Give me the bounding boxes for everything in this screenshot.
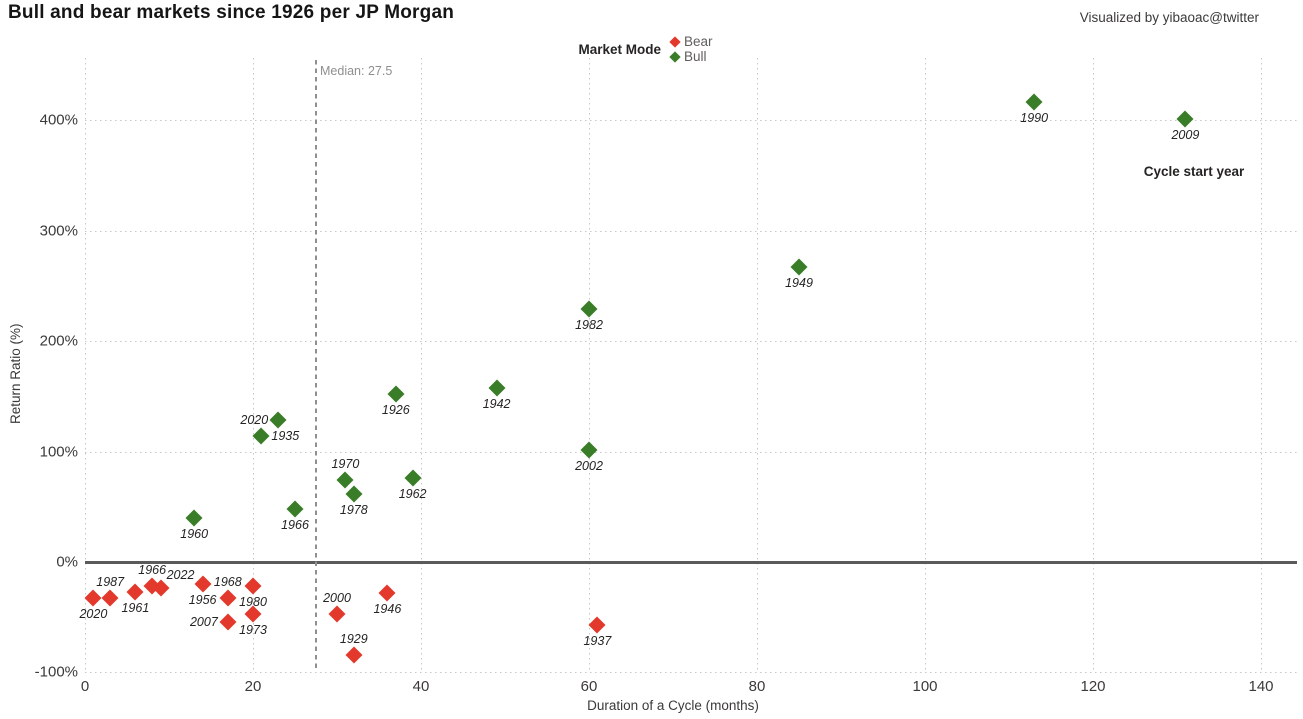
gridline-y-300 bbox=[85, 230, 1297, 232]
point-year-label-bear-2007: 2007 bbox=[189, 614, 218, 629]
data-point-bull-1978[interactable] bbox=[345, 485, 363, 503]
point-year-label-bear-1929: 1929 bbox=[339, 631, 368, 646]
x-tick-label-100: 100 bbox=[912, 678, 938, 695]
point-year-label-bull-1962: 1962 bbox=[398, 487, 427, 502]
x-tick-label-20: 20 bbox=[244, 678, 262, 695]
data-point-bear-1987[interactable] bbox=[101, 589, 119, 607]
gridline-x-100 bbox=[924, 58, 926, 672]
data-point-bear-1980[interactable] bbox=[244, 577, 262, 595]
legend-item-bull[interactable]: Bull bbox=[669, 49, 713, 64]
data-point-bear-2020[interactable] bbox=[84, 589, 102, 607]
point-year-label-bull-1942: 1942 bbox=[482, 396, 511, 411]
point-year-label-bull-2009: 2009 bbox=[1171, 128, 1200, 143]
point-year-label-bull-2020: 2020 bbox=[240, 412, 269, 427]
point-year-label-bull-1990: 1990 bbox=[1020, 110, 1049, 125]
data-point-bear-1961[interactable] bbox=[126, 583, 144, 601]
point-year-label-bull-1960: 1960 bbox=[180, 526, 209, 541]
x-axis-title: Duration of a Cycle (months) bbox=[587, 698, 759, 713]
point-year-label-bear-1973: 1973 bbox=[239, 622, 267, 637]
point-year-label-bear-1968: 1968 bbox=[213, 575, 242, 590]
y-axis-title: Return Ratio (%) bbox=[8, 323, 23, 424]
point-year-label-bear-1956: 1956 bbox=[188, 593, 217, 608]
point-year-label-bear-2000: 2000 bbox=[323, 590, 351, 605]
data-point-bull-1982[interactable] bbox=[580, 300, 598, 318]
data-point-bear-1946[interactable] bbox=[378, 584, 396, 602]
data-point-bull-1949[interactable] bbox=[790, 258, 808, 276]
legend-items: Bear Bull bbox=[669, 34, 725, 64]
data-point-bull-1990[interactable] bbox=[1025, 93, 1043, 111]
point-year-label-bull-1982: 1982 bbox=[575, 318, 603, 333]
chart-title: Bull and bear markets since 1926 per JP … bbox=[8, 2, 455, 23]
cycle-start-year-label: Cycle start year bbox=[1143, 164, 1245, 179]
legend: Market Mode Bear Bull bbox=[0, 34, 1303, 64]
gridline-x-40 bbox=[420, 58, 422, 672]
median-label: Median: 27.5 bbox=[320, 64, 393, 78]
gridline-y-400 bbox=[85, 120, 1297, 122]
x-tick-label-140: 140 bbox=[1248, 678, 1274, 695]
gridline-y-200 bbox=[85, 341, 1297, 343]
data-point-bear-1929[interactable] bbox=[345, 646, 363, 664]
point-year-label-bear-1946: 1946 bbox=[373, 601, 402, 616]
legend-item-label: Bull bbox=[684, 49, 707, 64]
point-year-label-bear-1980: 1980 bbox=[239, 595, 267, 610]
point-year-label-bull-2002: 2002 bbox=[575, 459, 603, 474]
data-point-bull-1942[interactable] bbox=[488, 379, 506, 397]
x-tick-label-60: 60 bbox=[580, 678, 598, 695]
zero-baseline bbox=[85, 560, 1297, 564]
data-point-bull-2020[interactable] bbox=[269, 411, 287, 429]
median-line bbox=[315, 60, 317, 672]
gridline-x-140 bbox=[1260, 58, 1262, 672]
y-tick-label-100: 100% bbox=[39, 443, 78, 461]
gridline-y--100 bbox=[85, 672, 1297, 674]
x-tick-label-120: 120 bbox=[1080, 678, 1106, 695]
data-point-bull-1960[interactable] bbox=[185, 509, 203, 527]
data-point-bull-1926[interactable] bbox=[387, 385, 405, 403]
data-point-bull-1966[interactable] bbox=[286, 500, 304, 518]
y-tick-label--100: -100% bbox=[34, 663, 78, 681]
point-year-label-bull-1978: 1978 bbox=[339, 502, 368, 517]
y-tick-label-0: 0% bbox=[56, 553, 78, 571]
y-tick-label-400: 400% bbox=[39, 111, 78, 129]
data-point-bull-2009[interactable] bbox=[1176, 110, 1194, 128]
data-point-bull-1962[interactable] bbox=[404, 469, 422, 487]
gridline-x-0 bbox=[84, 58, 86, 672]
data-point-bear-2000[interactable] bbox=[328, 605, 346, 623]
legend-title: Market Mode bbox=[578, 41, 661, 57]
point-year-label-bull-1949: 1949 bbox=[785, 276, 813, 291]
x-tick-label-80: 80 bbox=[748, 678, 766, 695]
legend-item-label: Bear bbox=[684, 34, 713, 49]
x-tick-label-40: 40 bbox=[412, 678, 430, 695]
gridline-x-20 bbox=[252, 58, 254, 672]
data-point-bull-2002[interactable] bbox=[580, 441, 598, 459]
legend-item-bear[interactable]: Bear bbox=[669, 34, 713, 49]
gridline-y-100 bbox=[85, 451, 1297, 453]
point-year-label-bear-1937: 1937 bbox=[583, 633, 612, 648]
data-point-bear-1956[interactable] bbox=[194, 575, 212, 593]
point-year-label-bear-2020: 2020 bbox=[79, 607, 108, 622]
point-year-label-bull-1970: 1970 bbox=[331, 457, 360, 472]
gridline-x-80 bbox=[756, 58, 758, 672]
credit-text: Visualized by yibaoac@twitter bbox=[1079, 10, 1259, 25]
y-tick-label-300: 300% bbox=[39, 222, 78, 240]
point-year-label-bear-1961: 1961 bbox=[121, 600, 150, 615]
x-tick-label-0: 0 bbox=[80, 678, 90, 695]
gridline-x-60 bbox=[588, 58, 590, 672]
data-point-bear-2007[interactable] bbox=[219, 613, 237, 631]
data-point-bull-1935[interactable] bbox=[252, 427, 270, 445]
point-year-label-bear-1987: 1987 bbox=[96, 575, 125, 590]
y-tick-label-200: 200% bbox=[39, 332, 78, 350]
point-year-label-bear-2022: 2022 bbox=[166, 568, 195, 583]
gridline-x-120 bbox=[1092, 58, 1094, 672]
data-point-bear-1937[interactable] bbox=[588, 616, 606, 634]
data-point-bear-1968[interactable] bbox=[219, 589, 237, 607]
point-year-label-bull-1966: 1966 bbox=[281, 518, 309, 532]
point-year-label-bull-1935: 1935 bbox=[271, 429, 300, 444]
point-year-label-bear-1966: 1966 bbox=[138, 563, 167, 578]
point-year-label-bull-1926: 1926 bbox=[381, 403, 410, 418]
